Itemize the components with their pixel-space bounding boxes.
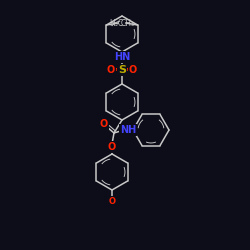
Text: O: O (129, 65, 137, 75)
Text: HN: HN (114, 52, 130, 62)
Text: CH₃: CH₃ (120, 18, 134, 28)
Text: O: O (100, 119, 108, 129)
Text: O: O (108, 196, 116, 205)
Text: NH: NH (120, 125, 136, 135)
Text: S: S (118, 65, 126, 75)
Text: O: O (108, 142, 116, 152)
Text: H₃C: H₃C (110, 18, 124, 28)
Text: O: O (107, 65, 115, 75)
